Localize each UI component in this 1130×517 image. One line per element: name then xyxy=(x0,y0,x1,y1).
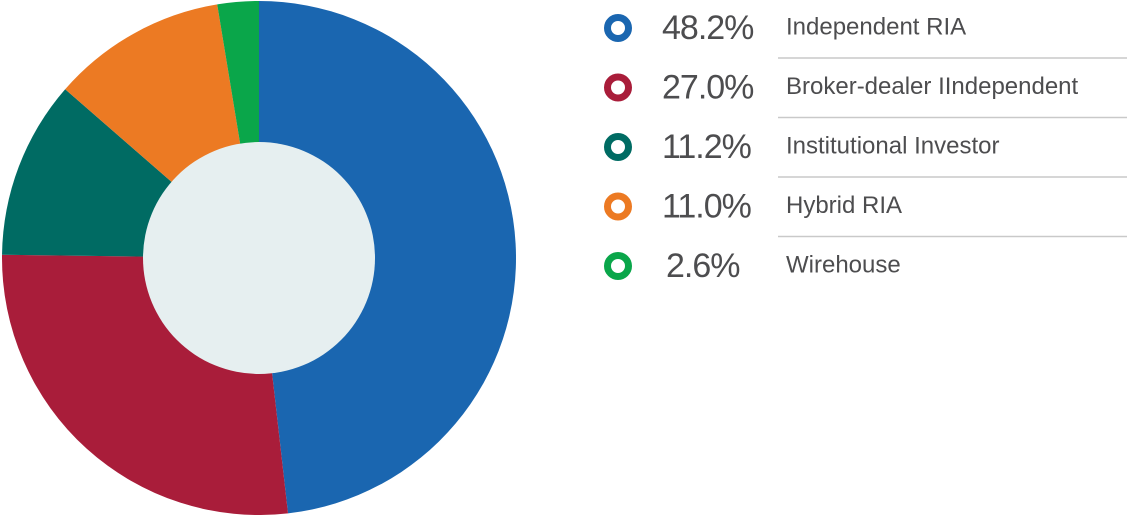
legend-label: Independent RIA xyxy=(786,13,966,40)
donut-hole xyxy=(143,142,375,374)
legend-marker xyxy=(604,252,632,280)
legend-marker xyxy=(604,192,632,221)
value-label: 11.0% xyxy=(662,187,752,225)
legend-label: Hybrid RIA xyxy=(786,192,902,219)
wedge xyxy=(259,1,516,514)
legend-label: Broker-dealer IIndependent xyxy=(786,73,1079,100)
value-label: 11.2% xyxy=(662,128,752,166)
legend-marker xyxy=(604,14,632,42)
legend-label: Institutional Investor xyxy=(786,132,999,159)
value-label: 27.0% xyxy=(662,68,754,106)
value-label: 2.6% xyxy=(666,247,740,285)
value-label: 48.2% xyxy=(662,9,754,47)
legend-marker xyxy=(604,73,632,102)
legend-label: Wirehouse xyxy=(786,251,901,278)
legend-marker xyxy=(604,133,632,161)
